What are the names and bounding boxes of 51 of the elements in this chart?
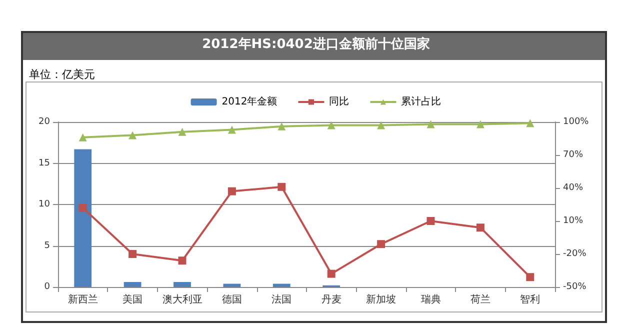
bar: [74, 149, 92, 287]
point: [178, 128, 186, 136]
y-tick-label: 20: [38, 117, 50, 127]
bar: [124, 282, 142, 287]
point: [526, 273, 534, 282]
x-tick-label: 法国: [272, 294, 292, 306]
point: [278, 182, 286, 191]
y2-tick-label: 70%: [563, 150, 584, 160]
y-tick-label: 15: [38, 158, 50, 168]
y2-tick-label: -20%: [563, 249, 587, 259]
point: [78, 204, 87, 212]
bar: [174, 282, 191, 287]
x-tick-label: 丹麦: [321, 294, 342, 306]
legend-label: 2012年金额: [222, 96, 278, 108]
bar: [272, 284, 290, 287]
x-tick-label: 荷兰: [470, 294, 490, 306]
x-tick-label: 德国: [222, 294, 242, 306]
point: [377, 121, 386, 130]
point: [228, 126, 236, 134]
chart-title: 2012年HS:0402进口金额前十位国家: [202, 36, 430, 52]
x-tick-label: 智利: [520, 294, 540, 306]
point: [228, 187, 236, 196]
x-tick-label: 瑞典: [420, 294, 441, 306]
point: [426, 217, 435, 225]
point: [426, 120, 435, 128]
y-tick-label: 5: [44, 240, 50, 251]
y2-tick-label: 10%: [563, 216, 584, 226]
y-axis-title: 单位：亿美元: [29, 68, 95, 81]
point: [128, 250, 137, 258]
point: [476, 120, 484, 128]
y2-tick-label: -50%: [563, 282, 587, 292]
point: [78, 133, 87, 142]
x-tick-label: 美国: [122, 294, 143, 306]
x-tick-label: 澳大利亚: [162, 294, 202, 306]
y2-tick-label: 40%: [563, 183, 584, 193]
point: [327, 121, 336, 130]
y2-tick-label: 100%: [563, 117, 590, 127]
legend-label: 累计占比: [401, 96, 442, 108]
x-tick-label: 新加坡: [366, 294, 396, 306]
point: [128, 131, 137, 140]
point: [377, 240, 386, 248]
x-tick-label: 新西兰: [68, 294, 98, 306]
legend-label: 同比: [329, 96, 350, 108]
point: [327, 270, 336, 278]
point: [476, 224, 484, 232]
y-tick-label: 10: [38, 200, 50, 210]
point: [526, 119, 534, 128]
bar: [223, 284, 241, 287]
point: [278, 122, 286, 130]
point: [178, 256, 186, 265]
y-tick-label: 0: [44, 282, 50, 292]
